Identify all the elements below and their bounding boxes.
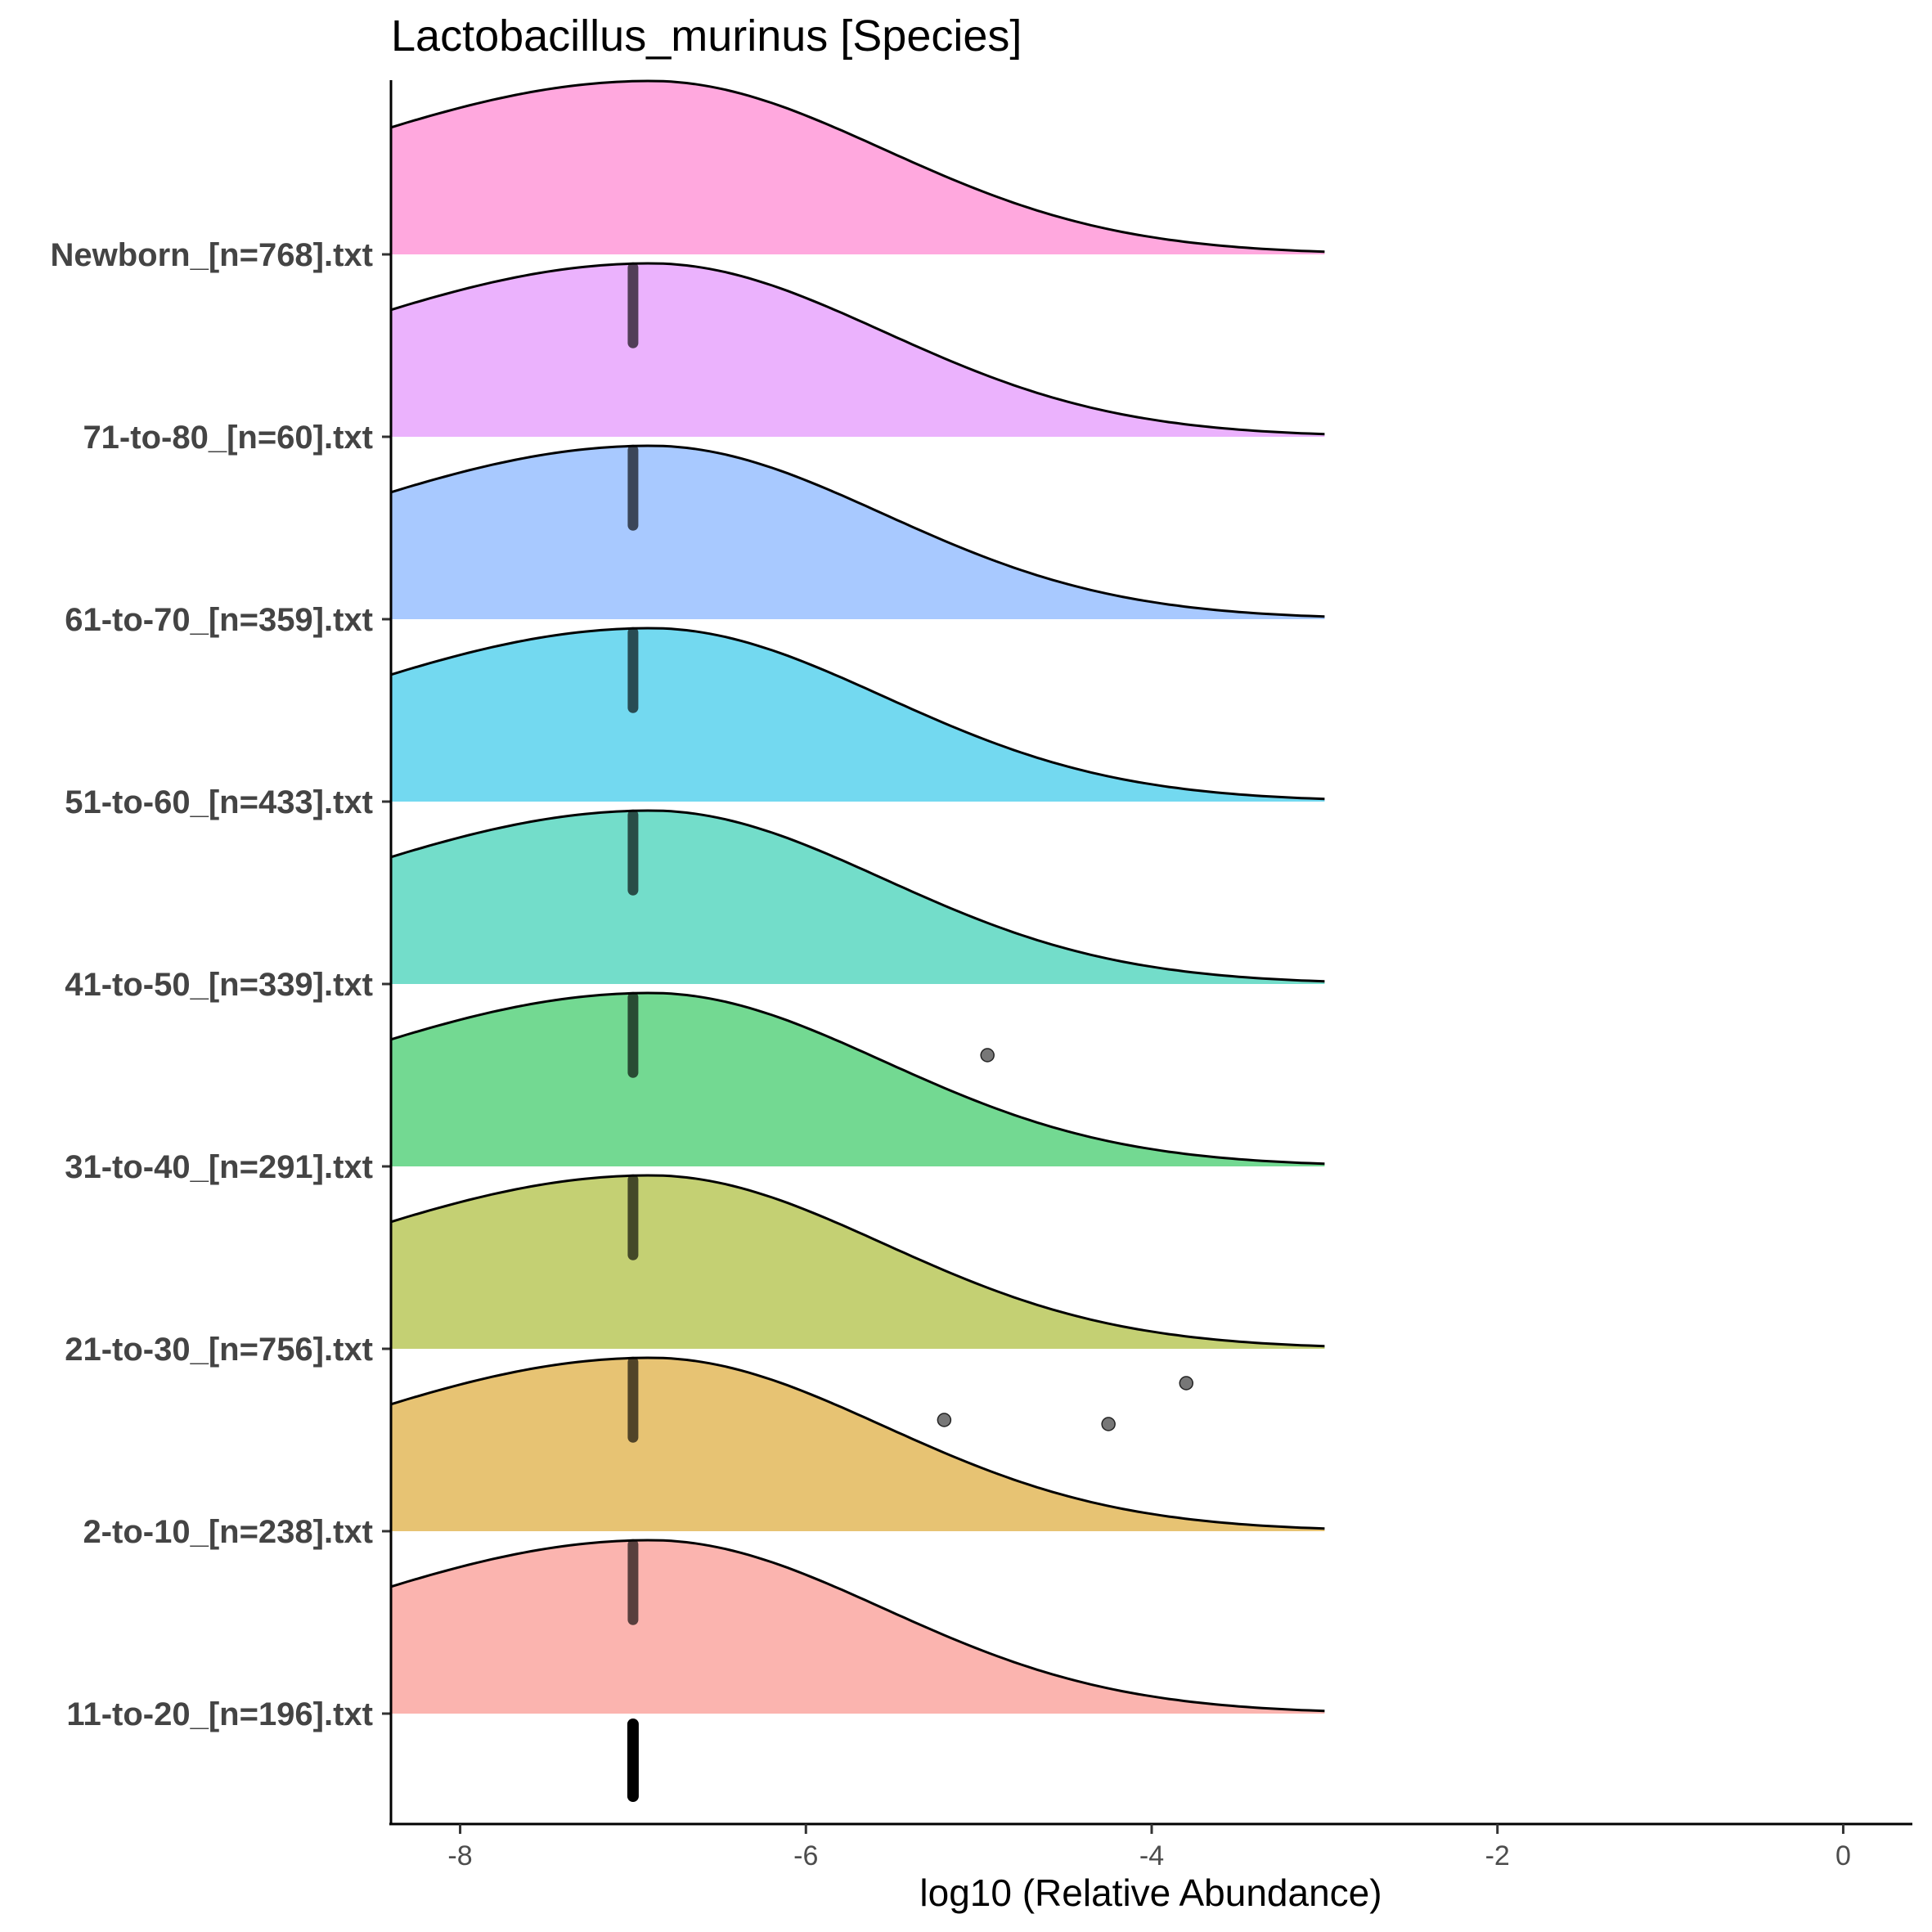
- ridge-area: [391, 1540, 1325, 1714]
- y-label: 31-to-40_[n=291].txt: [65, 1149, 373, 1185]
- outlier-point: [1179, 1376, 1194, 1391]
- ridge-outline: [390, 1356, 1325, 1530]
- outlier-point: [980, 1048, 995, 1063]
- ridges: [390, 79, 1325, 1802]
- x-tick-label: 0: [1835, 1840, 1851, 1871]
- ridge-outline: [390, 262, 1325, 436]
- ridge-outline: [390, 1539, 1325, 1713]
- y-label: 11-to-20_[n=196].txt: [66, 1696, 373, 1732]
- outlier-point: [1101, 1417, 1116, 1431]
- ridge-outline: [390, 991, 1325, 1166]
- ridge-area: [391, 1358, 1325, 1531]
- y-label: Newborn_[n=768].txt: [50, 237, 373, 273]
- x-tick-label: -6: [793, 1840, 818, 1871]
- x-tick-label: -4: [1139, 1840, 1164, 1871]
- y-label: 21-to-30_[n=756].txt: [65, 1332, 373, 1368]
- x-axis-ticks: -8 -6 -4 -2 0: [447, 1824, 1851, 1871]
- ridge-outline: [390, 79, 1325, 254]
- outlier-point: [937, 1413, 952, 1427]
- ridge-0: [390, 1539, 1325, 1714]
- ridge-2: [390, 1174, 1325, 1349]
- ridge-7: [390, 262, 1325, 437]
- ridge-5: [390, 627, 1325, 802]
- ridge-8: [390, 79, 1325, 254]
- ridge-area: [391, 628, 1325, 802]
- ridge-4: [390, 809, 1325, 984]
- x-tick-label: -2: [1485, 1840, 1510, 1871]
- x-tick-label: -8: [447, 1840, 472, 1871]
- ridge-outline: [390, 627, 1325, 801]
- ridge-area: [391, 263, 1325, 437]
- ridge-3: [390, 991, 1325, 1166]
- y-label: 41-to-50_[n=339].txt: [65, 967, 373, 1003]
- ridge-1: [390, 1356, 1325, 1531]
- ridge-area: [391, 1175, 1325, 1349]
- ridge-outline: [390, 809, 1325, 983]
- y-label: 71-to-80_[n=60].txt: [83, 420, 373, 456]
- ridge-outline: [390, 444, 1325, 618]
- ridge-outline: [390, 1174, 1325, 1348]
- chart-title: Lactobacillus_murinus [Species]: [391, 11, 1022, 61]
- ridge-area: [391, 446, 1325, 619]
- ridge-area: [391, 811, 1325, 984]
- y-label: 61-to-70_[n=359].txt: [65, 602, 373, 638]
- y-label: 2-to-10_[n=238].txt: [83, 1514, 373, 1550]
- y-label: 51-to-60_[n=433].txt: [65, 784, 373, 820]
- ridge-6: [390, 444, 1325, 619]
- ridge-area: [391, 81, 1325, 254]
- x-axis-label: log10 (Relative Abundance): [919, 1871, 1382, 1914]
- y-axis-labels: 11-to-20_[n=196].txt 2-to-10_[n=238].txt 2…: [50, 237, 391, 1732]
- ridge-area: [391, 993, 1325, 1166]
